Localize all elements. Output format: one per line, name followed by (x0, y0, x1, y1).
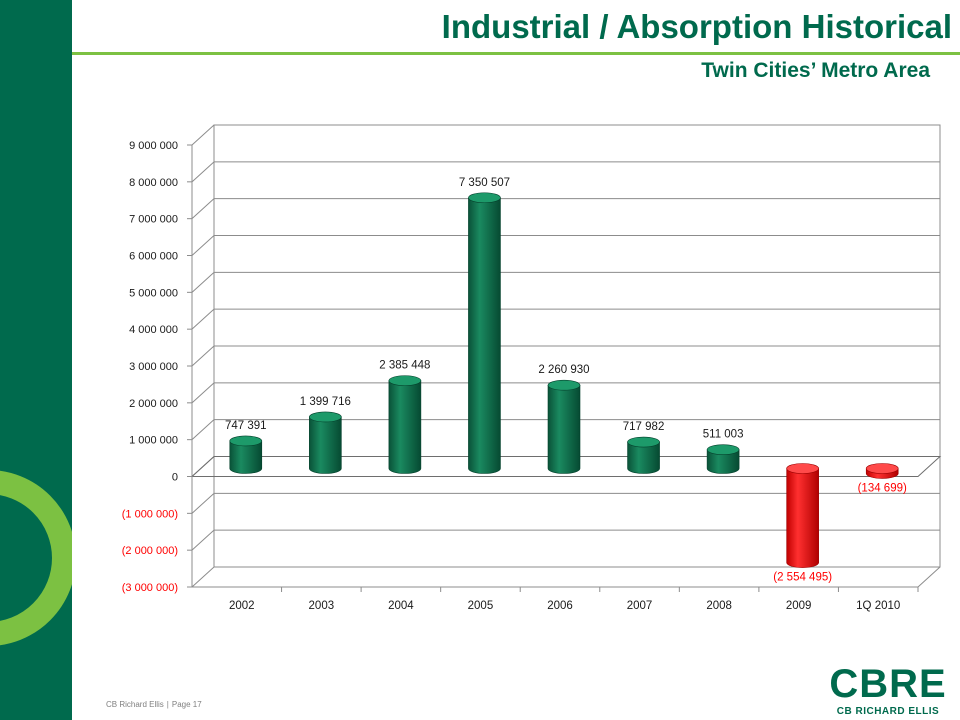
zero-plane (191, 456, 942, 477)
bar-data-label: (134 699) (858, 482, 907, 494)
x-category-label: 2006 (547, 600, 573, 612)
y-tick-label: 1 000 000 (129, 435, 178, 447)
bar-cap (786, 463, 819, 474)
bar (309, 416, 342, 474)
gridline (191, 308, 940, 330)
gridline (191, 419, 940, 441)
logo-wordmark: CBRE (829, 662, 947, 706)
bar-cap (706, 444, 740, 455)
bar (786, 468, 819, 568)
bar-cap (627, 436, 660, 448)
y-tick-label: 7 000 000 (129, 214, 178, 226)
bar-data-label: 2 260 930 (538, 364, 589, 376)
y-tick-label: (3 000 000) (122, 582, 178, 594)
y-tick-label: 3 000 000 (129, 361, 178, 373)
gridline (191, 566, 940, 588)
gridline (191, 124, 940, 146)
x-category-label: 1Q 2010 (856, 600, 900, 612)
gridline (191, 235, 940, 256)
x-category-label: 2002 (229, 600, 255, 612)
y-tick-label: 9 000 000 (129, 140, 178, 152)
y-tick-label: (1 000 000) (122, 508, 178, 520)
bar-data-label: 7 350 507 (459, 177, 510, 189)
y-tick-label: 5 000 000 (129, 287, 178, 299)
bar (627, 441, 660, 474)
cbre-logo: CBRE CB RICHARD ELLIS (826, 664, 950, 717)
x-category-label: 2005 (468, 600, 494, 612)
footer-separator: | (166, 700, 169, 709)
bar-data-label: 717 982 (623, 421, 665, 433)
gridline (191, 529, 940, 551)
logo-tagline: CB RICHARD ELLIS (836, 706, 940, 717)
x-category-label: 2004 (388, 600, 414, 612)
y-tick-label: 4 000 000 (129, 324, 178, 336)
y-tick-label: (2 000 000) (122, 545, 178, 557)
gridline (191, 271, 940, 293)
gridline (191, 345, 940, 367)
bar-cap (547, 379, 581, 391)
bar-data-label: 2 385 448 (379, 360, 430, 372)
bar-data-label: 747 391 (225, 420, 267, 432)
bar-cap (865, 463, 899, 474)
bar (468, 197, 501, 474)
page-title: Industrial / Absorption Historical (441, 8, 952, 45)
y-tick-label: 0 (172, 472, 178, 484)
title-underline (72, 52, 960, 55)
sidebar-band (0, 0, 72, 720)
bar-cap (468, 192, 501, 204)
bar (388, 380, 422, 474)
x-category-label: 2003 (309, 600, 335, 612)
bar-data-label: (2 554 495) (773, 572, 832, 584)
gridline (191, 382, 940, 404)
bar-cap (388, 375, 422, 386)
bar-cap (309, 411, 342, 423)
x-category-label: 2008 (706, 600, 732, 612)
y-tick-label: 8 000 000 (129, 177, 178, 189)
y-tick-label: 2 000 000 (129, 398, 178, 410)
gridline (191, 198, 940, 220)
gridline (191, 161, 940, 183)
bar-data-label: 511 003 (703, 429, 744, 441)
page-subtitle: Twin Cities’ Metro Area (701, 59, 930, 82)
x-category-label: 2007 (627, 600, 653, 612)
footer: CB Richard Ellis | Page 17 (106, 700, 202, 709)
bar-cap (229, 435, 263, 447)
footer-page-number: Page 17 (171, 700, 202, 709)
y-tick-label: 6 000 000 (129, 251, 178, 263)
bar (229, 440, 263, 474)
bar (706, 449, 740, 474)
x-category-label: 2009 (786, 600, 812, 612)
footer-company: CB Richard Ellis (106, 700, 164, 709)
bar-data-label: 1 399 716 (300, 396, 351, 408)
gridline (191, 492, 940, 514)
bar (547, 384, 581, 474)
